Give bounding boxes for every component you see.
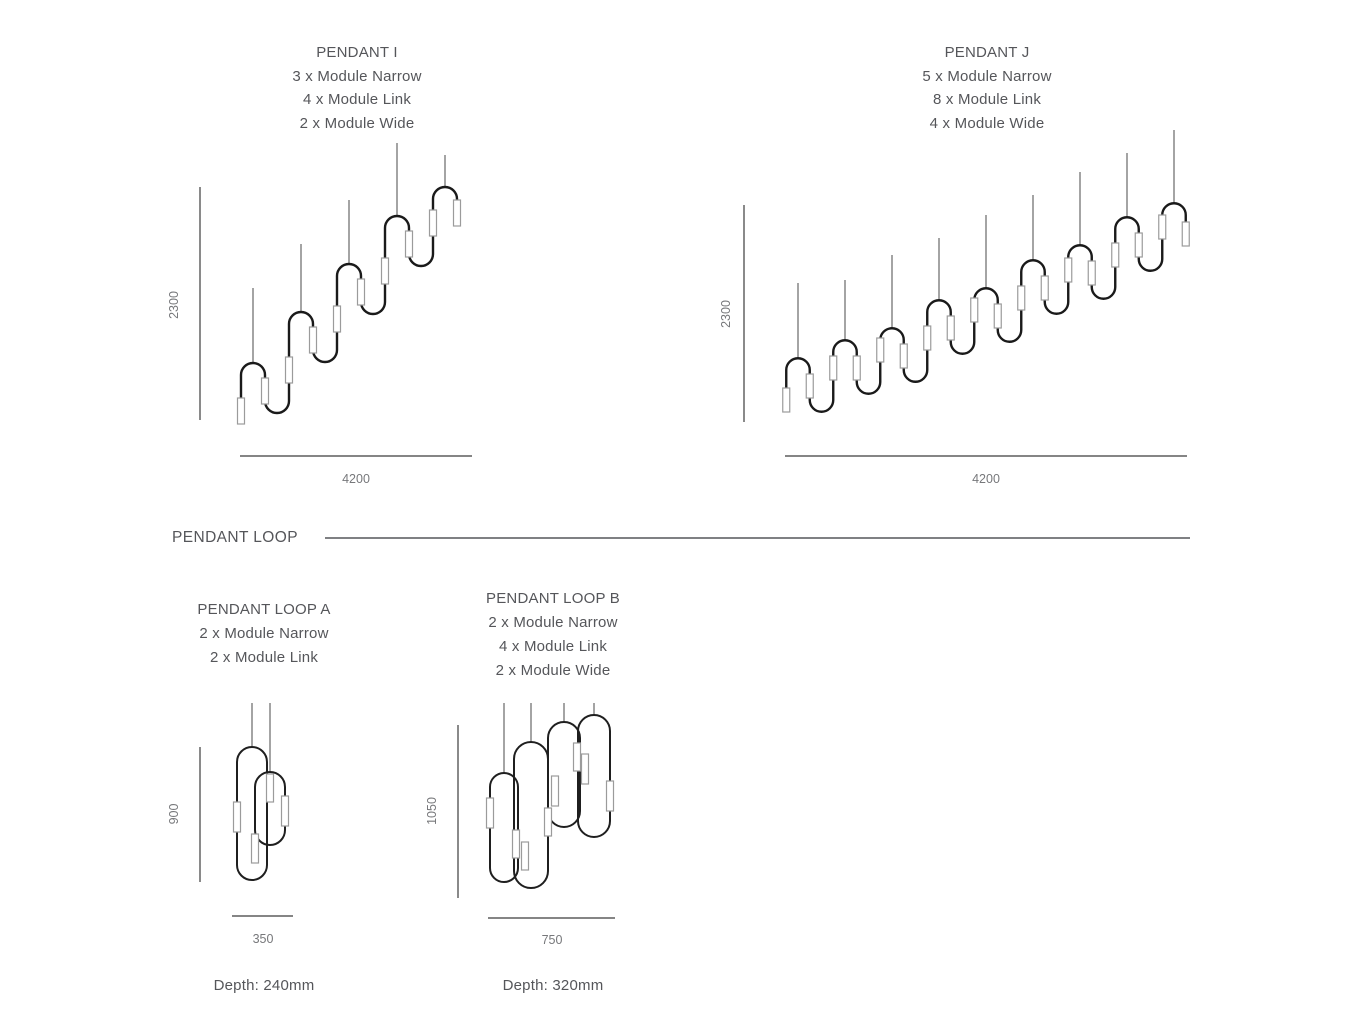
lamp-module — [308, 326, 318, 354]
lamp-module — [605, 780, 615, 812]
lamp-module — [250, 833, 260, 864]
pendant-j-tube — [785, 202, 1187, 413]
pendant-i-title: PENDANT I — [316, 44, 398, 61]
pendant-j-module-line: 4 x Module Wide — [929, 114, 1045, 132]
pendant-j-module-line: 8 x Module Link — [932, 91, 1042, 108]
loop-capsule — [577, 714, 611, 838]
pendant-i-spec: PENDANT I 3 x Module Narrow 4 x Module L… — [257, 41, 457, 135]
lamp-module — [232, 801, 242, 833]
lamp-module — [284, 356, 294, 384]
lamp-module — [1040, 275, 1049, 301]
pendant-loop-b-drawing — [457, 703, 615, 919]
lamp-module — [1181, 221, 1190, 247]
lamp-module — [520, 841, 530, 871]
loop-a-width-label: 350 — [252, 932, 274, 946]
lamp-module — [236, 397, 246, 425]
lamp-module — [511, 829, 521, 859]
loop-a-module-line: 2 x Module Link — [209, 649, 319, 666]
loop-a-module-line: 2 x Module Narrow — [199, 625, 329, 642]
lamp-module — [428, 209, 438, 237]
lamp-module — [805, 373, 814, 399]
lamp-module — [1158, 214, 1167, 240]
pendant-j-height-label: 2300 — [719, 300, 733, 328]
loop-b-depth-label: Depth: 320mm — [502, 977, 604, 994]
loop-b-module-line: 2 x Module Narrow — [488, 614, 618, 631]
pendant-i-module-line: 3 x Module Narrow — [292, 67, 422, 85]
loop-b-module-line: 2 x Module Wide — [495, 662, 611, 679]
lamp-module — [876, 337, 885, 363]
loop-a-depth-label: Depth: 240mm — [213, 977, 315, 994]
pendant-i-height-label: 2300 — [167, 291, 181, 319]
loop-capsule — [513, 741, 549, 889]
pendant-loop-a-drawing — [199, 703, 293, 917]
lamp-module — [404, 230, 414, 258]
pendant-i-module-line: 2 x Module Wide — [299, 114, 415, 132]
lamp-module — [485, 797, 495, 829]
lamp-module — [1134, 232, 1143, 258]
lamp-module — [356, 278, 366, 306]
lamp-module — [1111, 242, 1120, 268]
lamp-module — [1064, 257, 1073, 283]
lamp-module — [332, 305, 342, 333]
lamp-module — [380, 257, 390, 285]
lamp-module — [829, 355, 838, 381]
lamp-module — [899, 343, 908, 369]
pendant-j-spec: PENDANT J 5 x Module Narrow 8 x Module L… — [887, 41, 1087, 135]
loop-a-title: PENDANT LOOP A — [197, 601, 331, 618]
loop-a-height-label: 900 — [167, 803, 181, 825]
lamp-module — [852, 355, 861, 381]
lamp-module — [260, 377, 270, 405]
lamp-module — [1017, 285, 1026, 311]
loop-b-spec: PENDANT LOOP B 2 x Module Narrow 4 x Mod… — [453, 587, 653, 683]
lamp-module — [782, 387, 791, 413]
lamp-module — [572, 742, 582, 772]
lamp-module — [1087, 260, 1096, 286]
pendant-i-drawing — [199, 143, 472, 457]
lamp-module — [993, 303, 1002, 329]
lamp-module — [452, 199, 462, 227]
loop-a-spec: PENDANT LOOP A 2 x Module Narrow 2 x Mod… — [164, 598, 364, 670]
pendant-j-title: PENDANT J — [944, 44, 1030, 61]
lamp-module — [580, 753, 590, 785]
pendant-j-width-label: 4200 — [972, 472, 1000, 486]
loop-b-module-line: 4 x Module Link — [498, 638, 608, 655]
lamp-module — [946, 315, 955, 341]
lamp-module — [280, 795, 290, 827]
section-title: PENDANT LOOP — [172, 529, 298, 546]
lamp-module — [970, 297, 979, 323]
lamp-module — [550, 775, 560, 807]
pendant-j-module-line: 5 x Module Narrow — [922, 67, 1052, 85]
pendant-j-drawing — [743, 130, 1190, 457]
lamp-module — [265, 773, 275, 803]
loop-b-width-label: 750 — [541, 933, 563, 947]
lamp-module — [543, 807, 553, 837]
pendant-i-width-label: 4200 — [342, 472, 370, 486]
loop-capsule — [547, 721, 581, 828]
lamp-module — [923, 325, 932, 351]
pendant-i-tube — [239, 185, 459, 421]
loop-b-height-label: 1050 — [425, 797, 439, 825]
loop-b-title: PENDANT LOOP B — [486, 590, 620, 607]
pendant-i-module-line: 4 x Module Link — [302, 91, 412, 108]
